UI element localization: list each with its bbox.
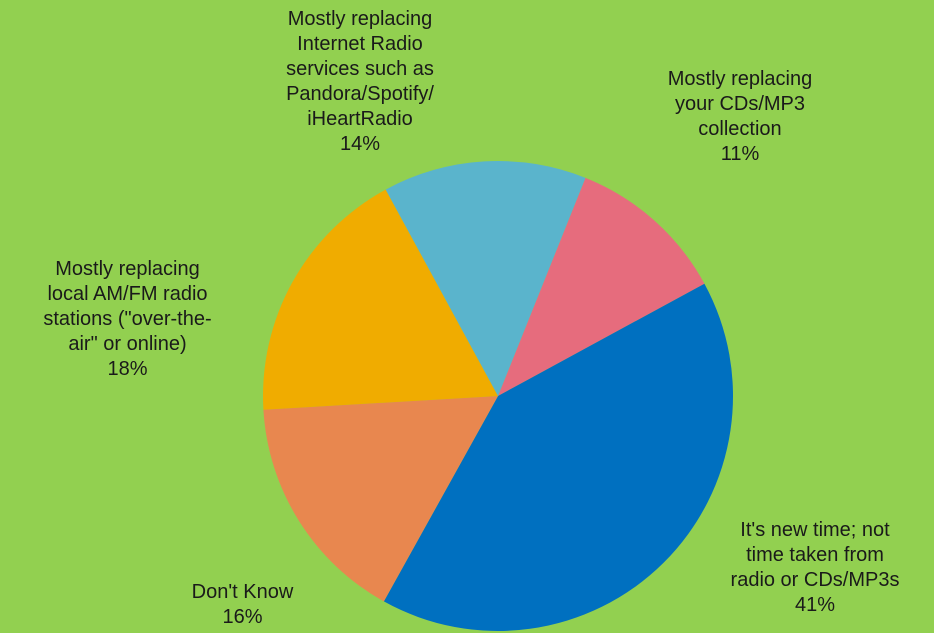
slice-label-internet-radio-line-5: iHeartRadio xyxy=(307,108,413,130)
slice-label-cds-mp3-line-1: Mostly replacing xyxy=(667,68,813,90)
slice-internet-radio xyxy=(385,161,586,396)
pie-slices xyxy=(262,161,734,632)
slice-value-new-time: 41% xyxy=(794,594,836,616)
slice-label-cds-mp3-line-2: your CDs/MP3 xyxy=(674,93,806,115)
slice-value-am-fm: 18% xyxy=(107,358,148,380)
slice-label-dont-know-line-1: Don't Know xyxy=(191,581,294,603)
slice-label-am-fm-line-1: Mostly replacing xyxy=(55,258,200,280)
slice-label-internet-radio-line-1: Mostly replacing xyxy=(287,8,433,30)
slice-value-cds-mp3: 11% xyxy=(720,143,760,165)
slice-label-am-fm: Mostly replacing local AM/FM radio stati… xyxy=(5,257,250,382)
slice-label-am-fm-line-2: local AM/FM radio xyxy=(47,283,208,305)
slice-label-internet-radio: Mostly replacing Internet Radio services… xyxy=(240,7,480,157)
slice-label-am-fm-line-3: stations ("over-the- xyxy=(43,308,212,330)
slice-label-new-time-line-2: time taken from xyxy=(746,544,884,566)
slice-label-internet-radio-line-4: Pandora/Spotify/ xyxy=(286,83,434,105)
slice-label-internet-radio-line-2: Internet Radio xyxy=(297,33,423,55)
slice-am-fm xyxy=(262,189,498,410)
slice-dont-know xyxy=(263,396,498,602)
slice-label-new-time-line-3: radio or CDs/MP3s xyxy=(730,569,900,591)
slice-label-dont-know: Don't Know 16% xyxy=(150,580,335,630)
slice-label-cds-mp3: Mostly replacing your CDs/MP3 collection… xyxy=(620,67,860,167)
slice-new-time xyxy=(383,283,734,632)
slice-label-new-time-line-1: It's new time; not xyxy=(740,519,890,541)
slice-label-cds-mp3-line-3: collection xyxy=(698,118,782,140)
slice-value-internet-radio: 14% xyxy=(339,133,381,155)
slice-cds-mp3 xyxy=(498,177,705,396)
slice-label-internet-radio-line-3: services such as xyxy=(286,58,434,80)
slice-value-dont-know: 16% xyxy=(222,606,263,628)
slice-label-new-time: It's new time; not time taken from radio… xyxy=(700,518,930,618)
slice-label-am-fm-line-4: air" or online) xyxy=(68,333,187,355)
